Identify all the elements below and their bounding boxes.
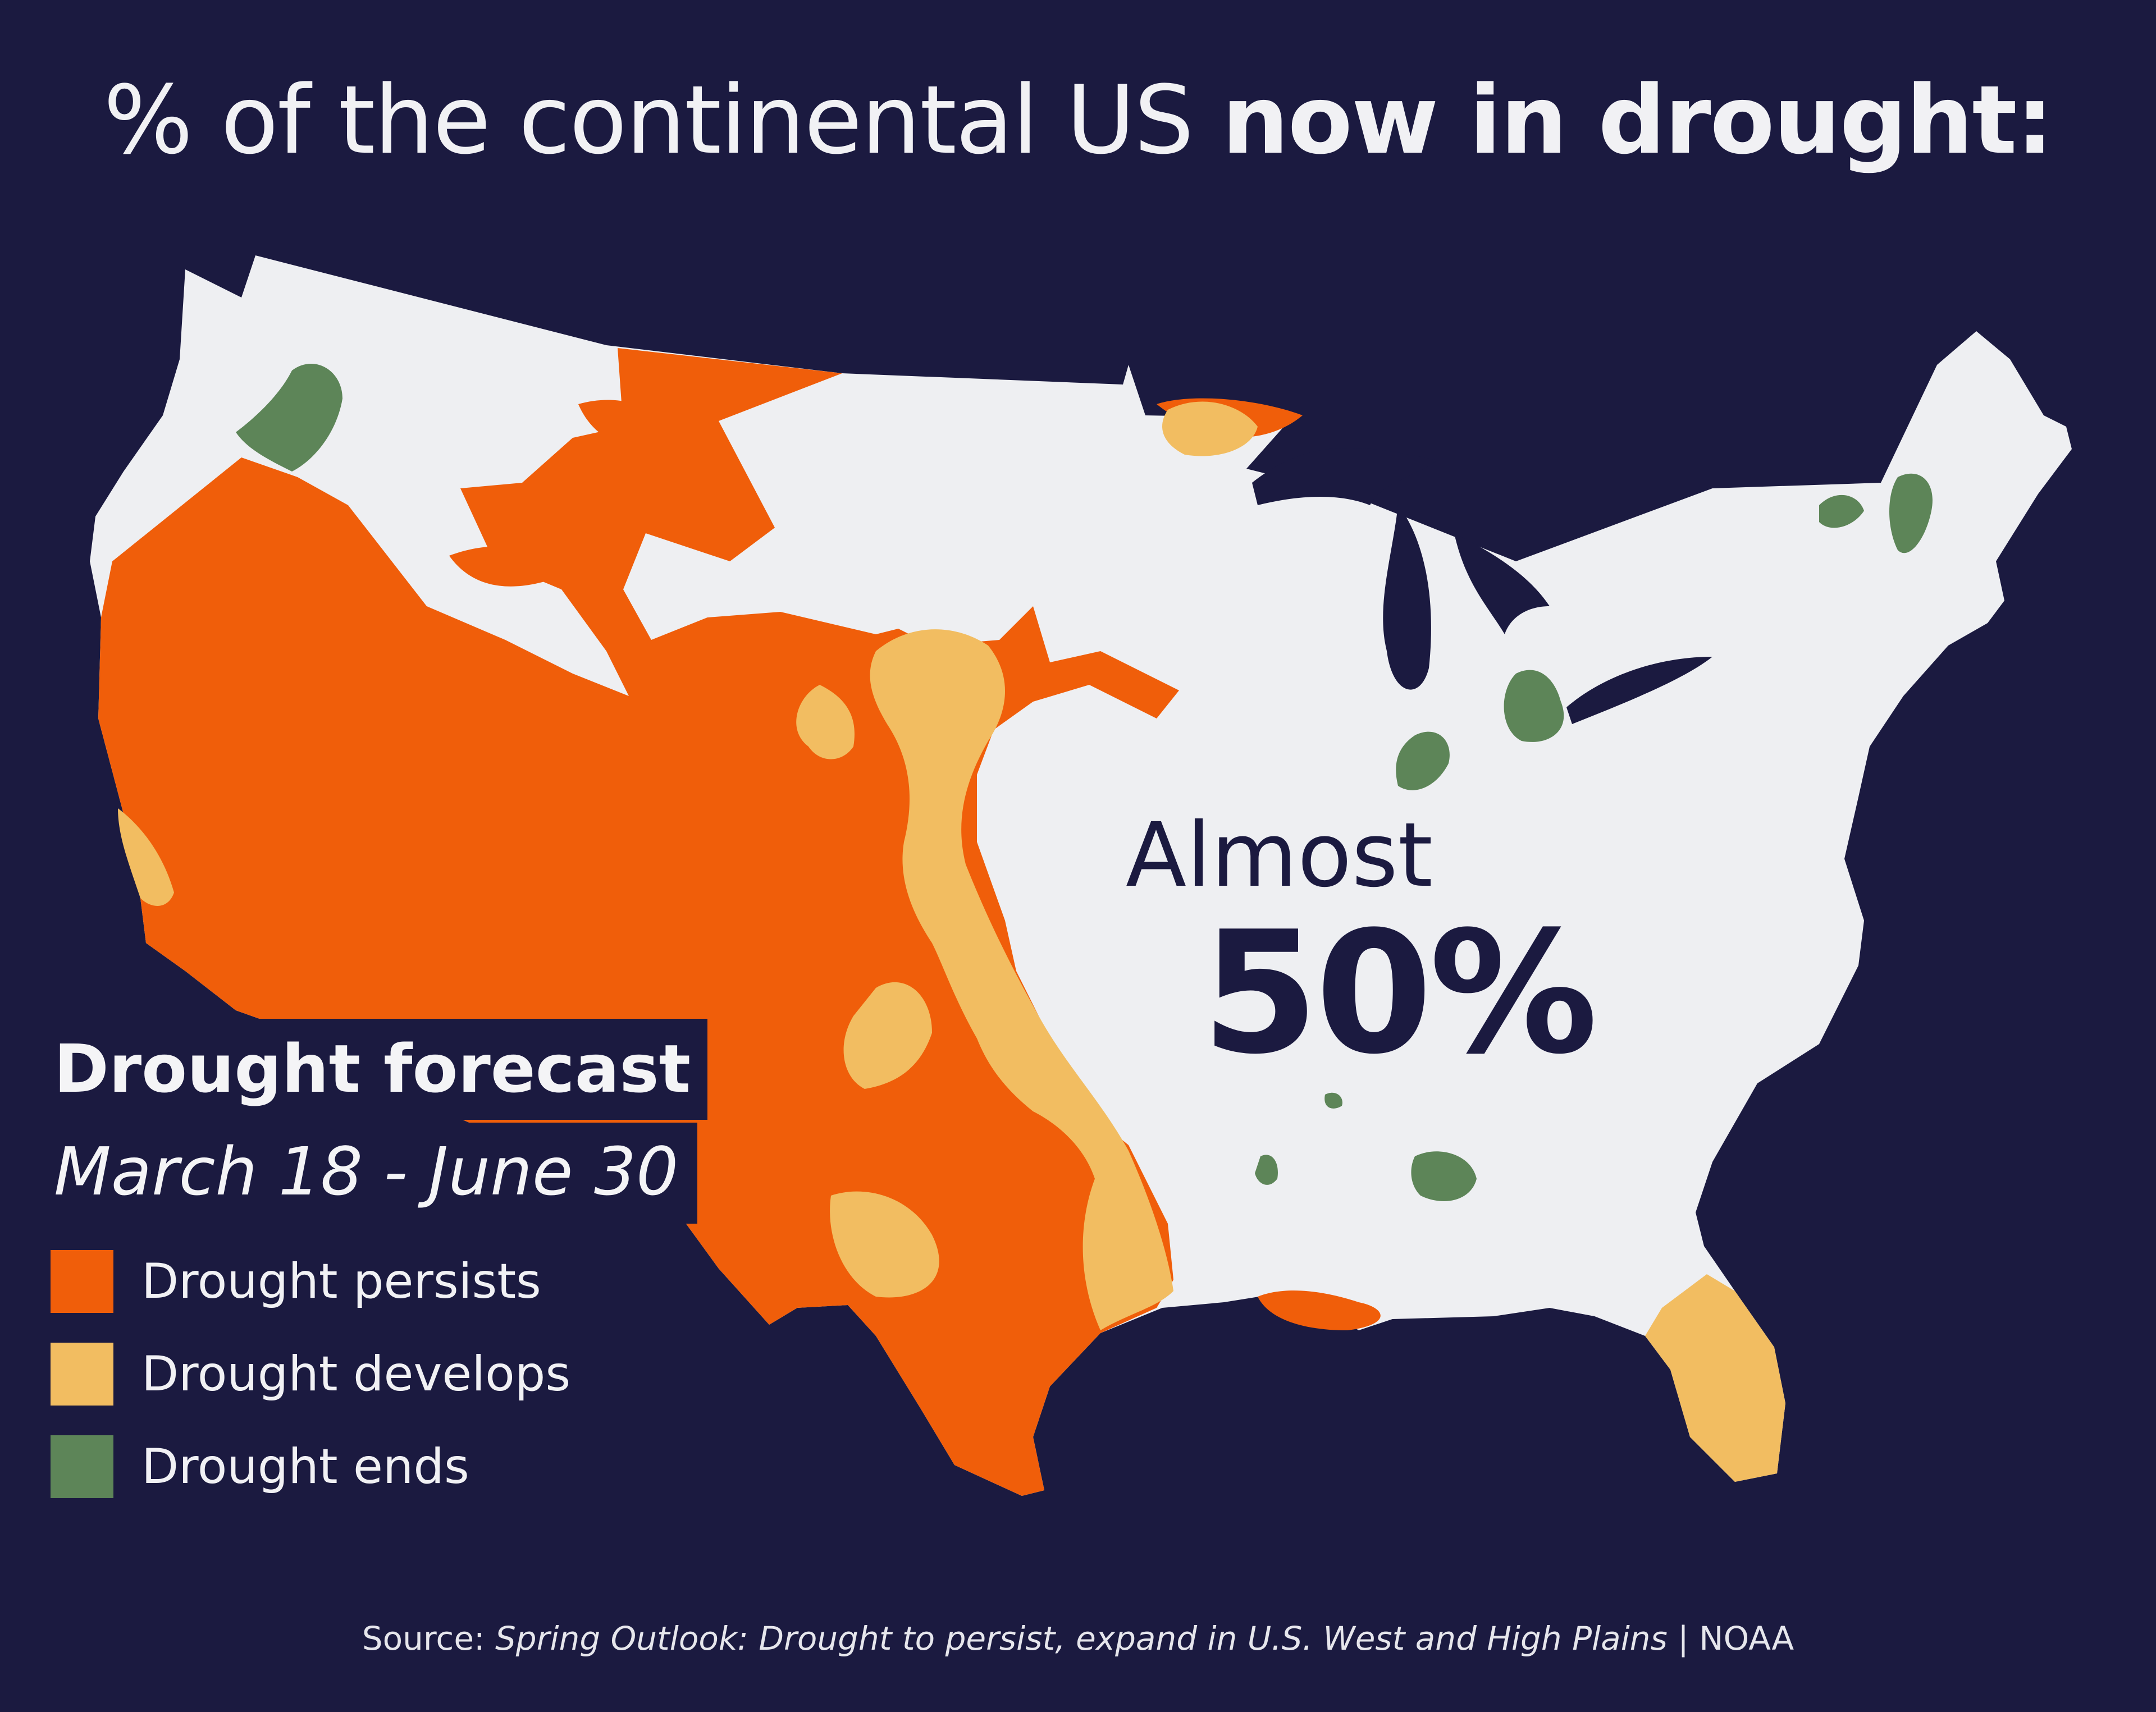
forecast-title: Drought forecast [39, 1019, 708, 1120]
region-drought-develops [118, 401, 1785, 1482]
page-title: % of the continental US now in drought: [0, 73, 2156, 167]
forecast-date-range: March 18 - June 30 [39, 1123, 698, 1224]
region-drought-persists [98, 348, 1381, 1496]
legend: Drought persists Drought develops Drough… [51, 1249, 570, 1527]
callout-word: Almost [1126, 804, 1433, 907]
legend-swatch-develops [51, 1342, 113, 1406]
legend-item-ends: Drought ends [51, 1434, 570, 1499]
legend-swatch-persists [51, 1249, 113, 1313]
source-credit: Source: Spring Outlook: Drought to persi… [0, 1619, 2156, 1658]
title-bold: now in drought: [1222, 65, 2054, 175]
legend-label: Drought develops [141, 1345, 571, 1402]
title-prefix: % of the continental US [103, 65, 1222, 175]
legend-swatch-ends [51, 1435, 113, 1498]
source-article-title: Spring Outlook: Drought to persist, expa… [495, 1619, 1668, 1658]
great-lakes [1252, 447, 1712, 724]
legend-label: Drought ends [141, 1438, 469, 1495]
source-prefix: Source: [362, 1619, 495, 1658]
source-suffix: | NOAA [1667, 1619, 1794, 1658]
legend-item-persists: Drought persists [51, 1249, 570, 1313]
callout-value: 50% [1202, 895, 1598, 1091]
legend-item-develops: Drought develops [51, 1342, 570, 1406]
legend-label: Drought persists [141, 1253, 541, 1310]
